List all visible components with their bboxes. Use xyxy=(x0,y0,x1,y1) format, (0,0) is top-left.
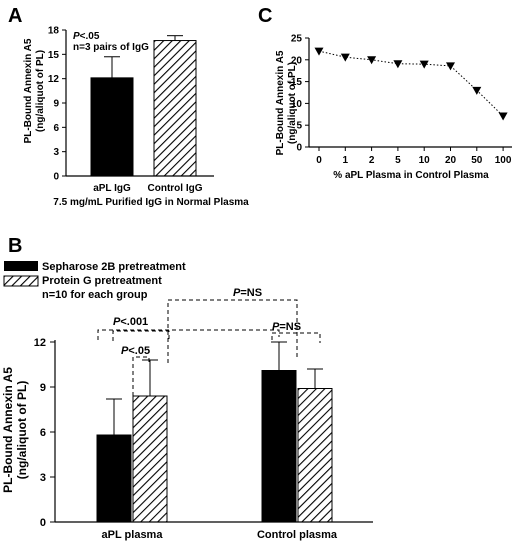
panel-b: B Sepharose 2B pretreatment Protein G pr… xyxy=(1,235,373,541)
panel-b-xtick-label: aPL plasma xyxy=(102,529,164,541)
pvalue-top: P=NS xyxy=(233,287,262,299)
panel-a-ytick-label: 12 xyxy=(48,74,60,85)
panel-c-xtick-label: 50 xyxy=(471,155,483,166)
bracket-apl-pair xyxy=(132,356,150,403)
panel-b-ylabel-2: (ng/aliquot of PL) xyxy=(15,381,29,480)
panel-b-bar xyxy=(261,370,297,523)
panel-a-bar xyxy=(90,77,134,177)
panel-a: A PL-Bound Annexin A5 (ng/aliquot of PL)… xyxy=(8,5,249,208)
panel-a-n-note: n=3 pairs of IgG xyxy=(73,42,149,53)
bracket-control-pair xyxy=(271,332,321,343)
panel-c-xtick-label: 0 xyxy=(316,155,322,166)
bracket-inner-apl xyxy=(112,330,170,341)
panel-a-ytick-label: 18 xyxy=(48,26,60,37)
panel-c-ytick-label: 10 xyxy=(291,99,303,110)
pvalue-apl-pair: P<.05 xyxy=(121,345,150,357)
panel-c-ylabel-2: (ng/aliquot of PL) xyxy=(287,62,298,144)
pvalue-apl-vs-control: P<.001 xyxy=(113,316,148,328)
panel-a-xlabel: 7.5 mg/mL Purified IgG in Normal Plasma xyxy=(53,197,249,208)
panel-b-ytick-label: 12 xyxy=(34,337,46,349)
panel-b-ytick-label: 6 xyxy=(40,427,46,439)
panel-a-ytick-label: 6 xyxy=(53,123,59,134)
panel-a-bar xyxy=(153,40,197,177)
legend-swatch-hatched xyxy=(3,275,39,287)
panel-b-ytick-label: 9 xyxy=(40,382,46,394)
panel-label-c: C xyxy=(258,5,272,27)
panel-b-bar xyxy=(297,388,333,523)
bracket-apl-vs-control xyxy=(97,329,280,340)
panel-c-ytick-label: 0 xyxy=(296,143,302,154)
panel-b-bar xyxy=(132,395,168,523)
panel-c-ytick-label: 5 xyxy=(296,121,302,132)
panel-c-xlabel: % aPL Plasma in Control Plasma xyxy=(333,170,489,181)
panel-c-xtick-label: 5 xyxy=(395,155,401,166)
panel-a-ytick-label: 0 xyxy=(53,172,59,183)
panel-a-xtick-label: aPL IgG xyxy=(93,183,131,194)
panel-b-ylabel-1: PL-Bound Annexin A5 xyxy=(1,367,15,493)
panel-c: C PL-Bound Annexin A5 (ng/aliquot of PL)… xyxy=(258,5,512,181)
bracket-top xyxy=(167,299,298,363)
panel-label-a: A xyxy=(8,5,22,27)
panel-a-ytick-label: 9 xyxy=(53,99,59,110)
panel-c-xtick-label: 2 xyxy=(369,155,375,166)
panel-b-ytick-label: 3 xyxy=(40,472,46,484)
panel-c-ylabel-1: PL-Bound Annexin A5 xyxy=(275,50,286,155)
panel-c-ytick-label: 25 xyxy=(291,34,303,45)
panel-a-ylabel-2: (ng/aliquot of PL) xyxy=(35,50,46,132)
panel-a-pvalue: P<.05 xyxy=(73,31,100,42)
legend-note: n=10 for each group xyxy=(42,289,148,301)
panel-c-point xyxy=(446,62,455,71)
panel-c-point xyxy=(419,60,429,69)
panel-c-point xyxy=(472,86,482,95)
panel-a-ylabel-1: PL-Bound Annexin A5 xyxy=(23,38,34,143)
panel-a-ytick-label: 15 xyxy=(48,50,60,61)
panel-a-ytick-label: 3 xyxy=(53,147,59,158)
panel-b-xtick-label: Control plasma xyxy=(257,529,338,541)
panel-c-point xyxy=(367,56,377,65)
panel-b-bar xyxy=(96,434,132,523)
legend-label-protein-g: Protein G pretreatment xyxy=(42,275,162,287)
panel-c-xtick-label: 10 xyxy=(419,155,431,166)
panel-c-series-line xyxy=(318,50,504,117)
panel-label-b: B xyxy=(8,235,22,257)
pvalue-control-pair: P=NS xyxy=(272,321,301,333)
legend-swatch-solid xyxy=(4,261,38,271)
panel-c-xtick-label: 20 xyxy=(445,155,457,166)
panel-c-point xyxy=(314,47,324,56)
panel-b-ytick-label: 0 xyxy=(40,517,46,529)
panel-c-xtick-label: 100 xyxy=(495,155,512,166)
panel-c-point xyxy=(498,112,508,121)
panel-c-xtick-label: 1 xyxy=(343,155,349,166)
panel-c-point xyxy=(340,53,350,62)
legend-label-sepharose: Sepharose 2B pretreatment xyxy=(42,261,186,273)
panel-c-ytick-label: 20 xyxy=(291,55,303,66)
panel-c-point xyxy=(393,60,403,69)
panel-a-xtick-label: Control IgG xyxy=(148,183,203,194)
panel-c-ytick-label: 15 xyxy=(291,77,303,88)
